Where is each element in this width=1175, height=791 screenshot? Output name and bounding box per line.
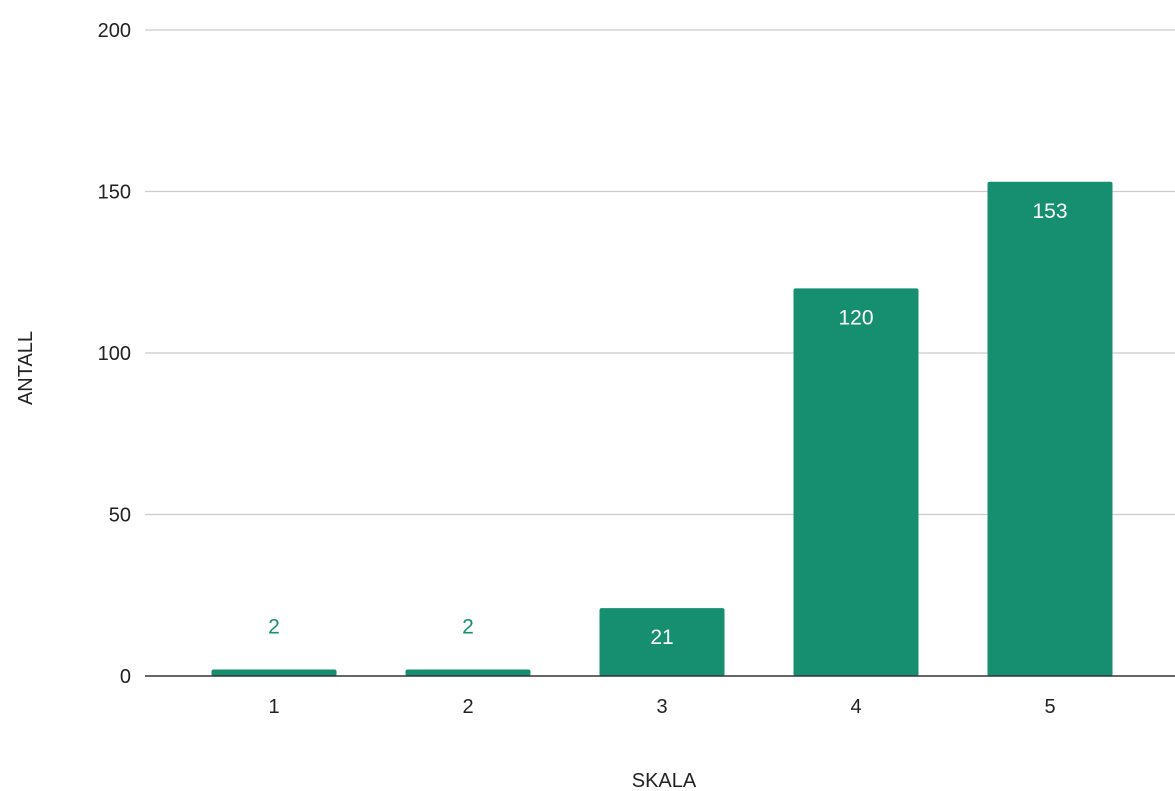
x-tick-label: 2 bbox=[462, 696, 473, 718]
y-tick-label: 0 bbox=[120, 666, 131, 688]
y-tick-label: 150 bbox=[98, 182, 131, 204]
bar bbox=[599, 608, 725, 676]
bar bbox=[987, 181, 1113, 676]
y-axis-title: ANTALL bbox=[15, 331, 37, 405]
y-tick-label: 100 bbox=[98, 343, 131, 365]
data-labels: 2 2 21 120 153 bbox=[268, 200, 1067, 649]
data-label: 120 bbox=[838, 306, 873, 329]
bar bbox=[211, 669, 337, 676]
y-axis-ticks: 0 50 100 150 200 bbox=[98, 20, 131, 688]
data-label: 2 bbox=[462, 616, 474, 639]
y-tick-label: 200 bbox=[98, 20, 131, 42]
bar bbox=[793, 288, 919, 676]
y-tick-label: 50 bbox=[109, 505, 131, 527]
x-tick-label: 4 bbox=[850, 696, 861, 718]
data-label: 21 bbox=[650, 626, 673, 649]
bars bbox=[211, 181, 1113, 676]
bar bbox=[405, 669, 531, 676]
data-label: 2 bbox=[268, 616, 280, 639]
x-axis-ticks: 1 2 3 4 5 bbox=[268, 696, 1055, 718]
x-tick-label: 1 bbox=[268, 696, 279, 718]
data-label: 153 bbox=[1032, 200, 1067, 223]
x-tick-label: 5 bbox=[1044, 696, 1055, 718]
x-axis-title: SKALA bbox=[632, 770, 697, 791]
x-tick-label: 3 bbox=[656, 696, 667, 718]
